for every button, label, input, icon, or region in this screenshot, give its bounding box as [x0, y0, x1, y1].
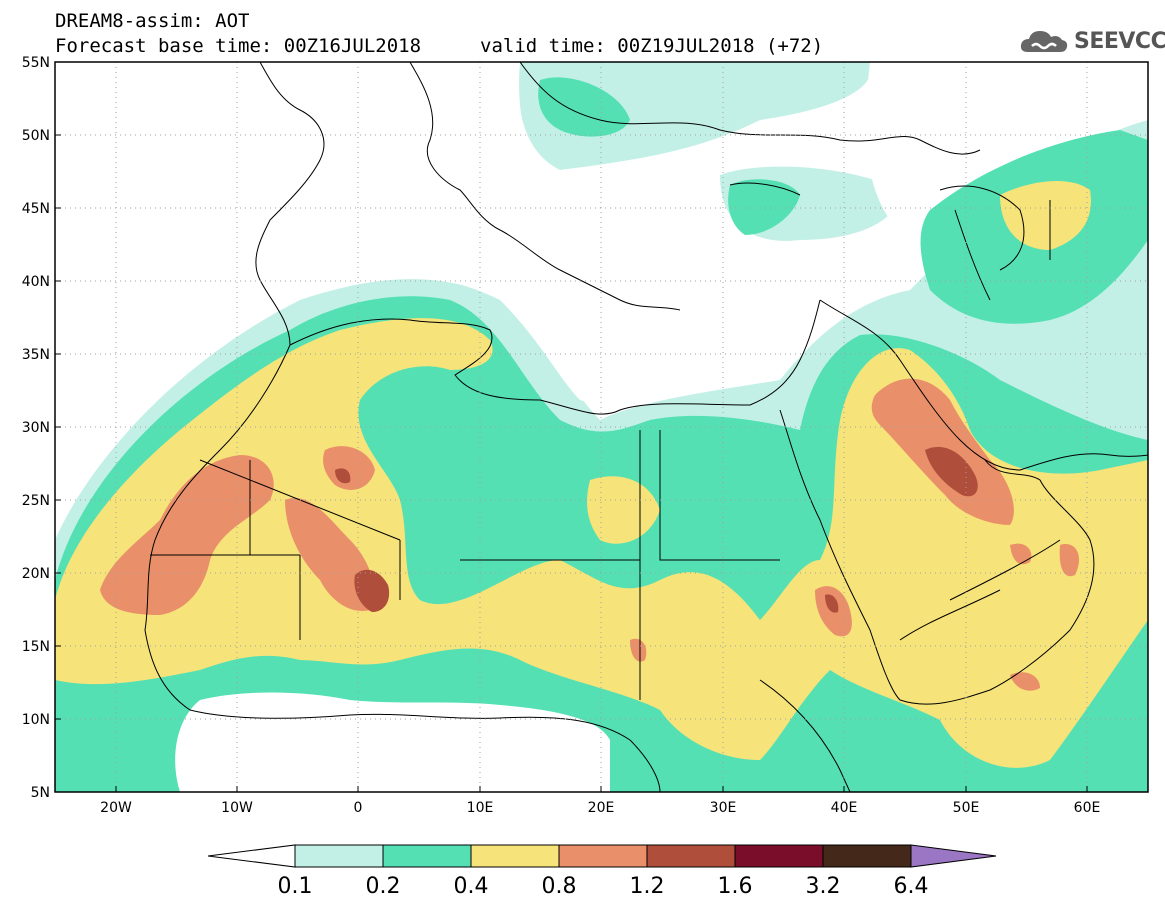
lat-label: 30N: [22, 420, 50, 436]
lat-label: 5N: [31, 785, 50, 801]
colorbar-low-arrow: [207, 844, 296, 868]
valid-time: valid time: 00Z19JUL2018 (+72): [480, 35, 824, 57]
lon-label: 30E: [710, 800, 737, 816]
colorbar: 0.1 0.2 0.4 0.8 1.2 1.6 3.2 6.4: [207, 844, 997, 899]
seevccc-logo: SEEVCCC: [1018, 24, 1165, 58]
lon-label: 10W: [221, 800, 253, 816]
lat-label: 35N: [22, 347, 50, 363]
forecast-base-time: Forecast base time: 00Z16JUL2018: [55, 35, 422, 57]
colorbar-swatch: [294, 844, 384, 868]
colorbar-swatch: [734, 844, 824, 868]
lat-label: 25N: [22, 493, 50, 509]
colorbar-swatch: [470, 844, 560, 868]
cloud-icon: [1020, 31, 1068, 52]
aot-level-0-4: [55, 180, 1148, 768]
colorbar-label: 0.8: [542, 874, 577, 899]
lat-label: 50N: [22, 128, 50, 144]
lon-label: 60E: [1074, 800, 1101, 816]
lon-label: 50E: [953, 800, 980, 816]
logo-text: SEEVCCC: [1074, 28, 1165, 54]
colorbar-label: 1.6: [718, 874, 753, 899]
lon-label: 0: [354, 800, 363, 816]
lat-label: 20N: [22, 566, 50, 582]
lat-label: 15N: [22, 639, 50, 655]
lat-label: 45N: [22, 201, 50, 217]
lat-labels: 55N 50N 45N 40N 35N 30N 25N 20N 15N 10N …: [22, 55, 50, 801]
lon-label: 20W: [100, 800, 132, 816]
chart-title: DREAM8-assim: AOT: [55, 10, 250, 32]
tick-marks: [55, 61, 1088, 793]
colorbar-label: 1.2: [630, 874, 665, 899]
lon-label: 40E: [831, 800, 858, 816]
colorbar-swatch: [646, 844, 736, 868]
lon-label: 20E: [588, 800, 615, 816]
lon-label: 10E: [467, 800, 494, 816]
lat-label: 10N: [22, 712, 50, 728]
colorbar-label: 3.2: [806, 874, 841, 899]
lat-label: 55N: [22, 55, 50, 71]
lon-labels: 20W 10W 0 10E 20E 30E 40E 50E 60E: [100, 800, 1100, 816]
lat-label: 40N: [22, 274, 50, 290]
aot-clean-areas: [55, 62, 1148, 792]
colorbar-label: 6.4: [894, 874, 929, 899]
colorbar-swatch: [558, 844, 648, 868]
colorbar-label: 0.2: [366, 874, 401, 899]
colorbar-swatch: [382, 844, 472, 868]
aot-level-1-2: [335, 446, 978, 613]
colorbar-swatch: [822, 844, 912, 868]
graticule: [55, 62, 1148, 792]
colorbar-label: 0.1: [278, 874, 313, 899]
colorbar-label: 0.4: [454, 874, 489, 899]
colorbar-high-arrow: [910, 844, 997, 868]
